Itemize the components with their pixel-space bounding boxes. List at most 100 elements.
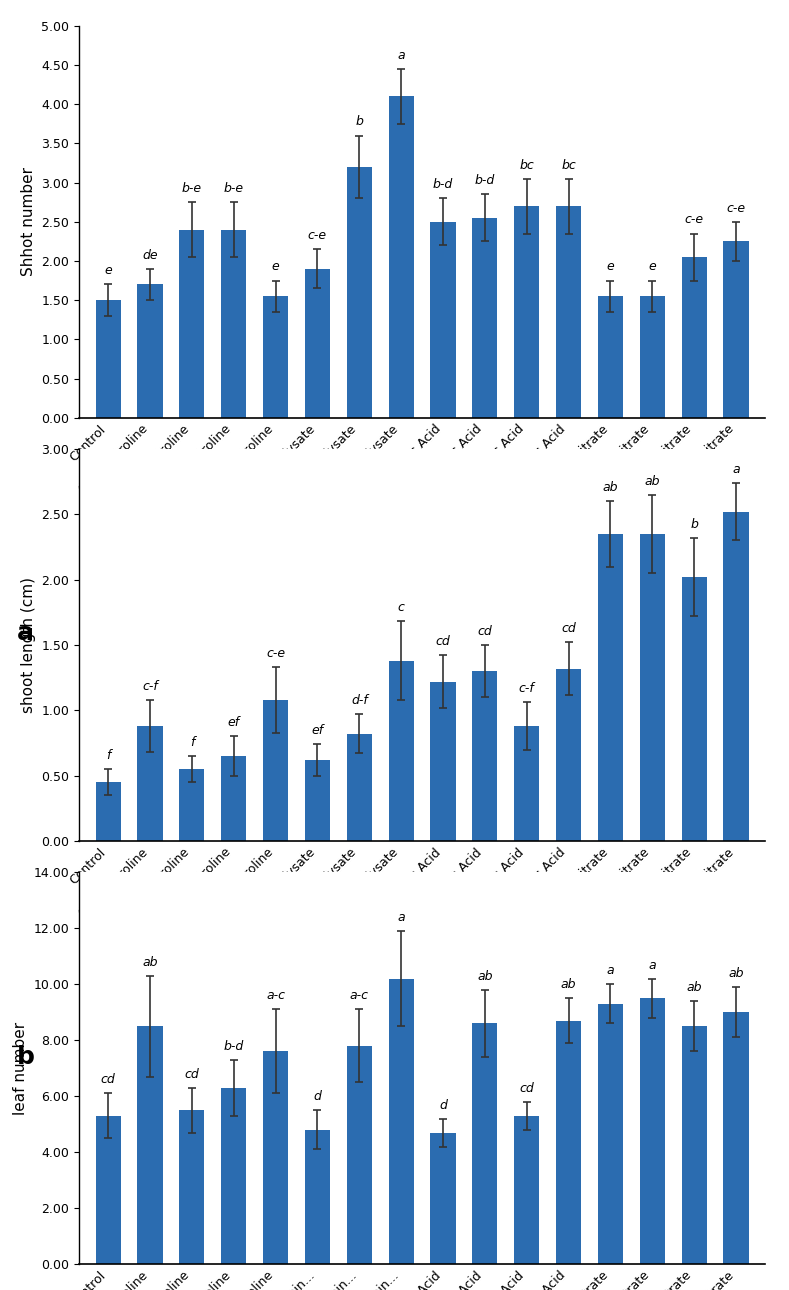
- Text: f: f: [106, 749, 110, 762]
- Text: ab: ab: [645, 475, 660, 488]
- Text: de: de: [142, 249, 158, 262]
- Bar: [682, 577, 707, 841]
- Text: ab: ab: [561, 978, 576, 991]
- Text: cd: cd: [101, 1073, 115, 1086]
- Text: c-f: c-f: [519, 682, 535, 695]
- Text: ef: ef: [228, 716, 240, 729]
- Text: a: a: [649, 958, 656, 971]
- Text: e: e: [649, 261, 656, 273]
- Text: b-d: b-d: [223, 1040, 244, 1053]
- Text: ab: ab: [728, 968, 744, 980]
- Text: b: b: [690, 517, 698, 530]
- Text: f: f: [189, 737, 194, 749]
- Bar: [263, 297, 288, 418]
- Bar: [682, 257, 707, 418]
- Bar: [305, 760, 330, 841]
- Bar: [137, 726, 163, 841]
- Bar: [305, 1130, 330, 1264]
- Bar: [389, 979, 413, 1264]
- Text: ab: ab: [686, 980, 702, 995]
- Text: e: e: [607, 261, 615, 273]
- Bar: [179, 1111, 204, 1264]
- Bar: [263, 1051, 288, 1264]
- Y-axis label: leaf number: leaf number: [13, 1022, 28, 1115]
- Text: bc: bc: [519, 159, 534, 172]
- Bar: [221, 230, 246, 418]
- Bar: [305, 268, 330, 418]
- Text: bc: bc: [561, 159, 576, 172]
- Bar: [724, 1013, 749, 1264]
- Bar: [556, 668, 581, 841]
- Bar: [95, 782, 121, 841]
- Text: ab: ab: [477, 970, 492, 983]
- Text: c-e: c-e: [727, 201, 746, 214]
- Bar: [473, 218, 497, 418]
- Bar: [514, 206, 540, 418]
- Text: cd: cd: [561, 622, 576, 636]
- Bar: [431, 222, 455, 418]
- Text: b-d: b-d: [433, 178, 453, 191]
- Bar: [431, 1133, 455, 1264]
- Text: b-e: b-e: [224, 182, 244, 195]
- Text: cd: cd: [477, 624, 492, 639]
- Text: d: d: [313, 1090, 321, 1103]
- Text: cd: cd: [436, 636, 451, 649]
- Text: e: e: [104, 264, 112, 277]
- Text: c-e: c-e: [685, 213, 704, 227]
- Bar: [514, 1116, 540, 1264]
- Bar: [389, 660, 413, 841]
- Bar: [640, 534, 665, 841]
- Bar: [556, 206, 581, 418]
- Text: a: a: [17, 622, 34, 645]
- Text: c: c: [398, 601, 405, 614]
- Bar: [347, 166, 372, 418]
- Bar: [724, 241, 749, 418]
- Bar: [221, 756, 246, 841]
- Text: e: e: [271, 261, 279, 273]
- Bar: [640, 297, 665, 418]
- Bar: [347, 734, 372, 841]
- Bar: [221, 1087, 246, 1264]
- X-axis label: culture media combinations: culture media combinations: [315, 987, 529, 1002]
- Text: b-d: b-d: [475, 174, 495, 187]
- Text: d-f: d-f: [351, 694, 368, 707]
- Text: cd: cd: [185, 1068, 200, 1081]
- Text: b-e: b-e: [181, 182, 202, 195]
- X-axis label: culture media combinations: culture media combinations: [315, 564, 529, 579]
- Bar: [682, 1027, 707, 1264]
- Text: ef: ef: [312, 724, 323, 737]
- Text: ab: ab: [603, 481, 619, 494]
- Text: d: d: [439, 1099, 447, 1112]
- Y-axis label: shoot length (cm): shoot length (cm): [21, 577, 36, 713]
- Bar: [179, 230, 204, 418]
- Bar: [95, 1116, 121, 1264]
- Bar: [556, 1020, 581, 1264]
- Bar: [179, 769, 204, 841]
- Text: b: b: [17, 1045, 35, 1068]
- Y-axis label: Shhot number: Shhot number: [21, 168, 36, 276]
- Text: a-c: a-c: [350, 989, 368, 1002]
- Bar: [598, 534, 623, 841]
- Bar: [724, 512, 749, 841]
- Bar: [598, 1004, 623, 1264]
- Bar: [137, 1027, 163, 1264]
- Text: c-e: c-e: [266, 648, 285, 660]
- Text: a: a: [732, 463, 740, 476]
- Bar: [431, 681, 455, 841]
- Bar: [389, 97, 413, 418]
- Bar: [137, 285, 163, 418]
- Text: c-f: c-f: [142, 680, 158, 693]
- Bar: [347, 1046, 372, 1264]
- Text: a: a: [607, 964, 615, 978]
- Text: b: b: [355, 116, 363, 129]
- Bar: [598, 297, 623, 418]
- Text: c-e: c-e: [308, 230, 327, 243]
- Text: a-c: a-c: [266, 989, 285, 1002]
- Text: ab: ab: [142, 956, 158, 969]
- Text: cd: cd: [519, 1082, 534, 1095]
- Bar: [473, 671, 497, 841]
- Bar: [263, 700, 288, 841]
- Text: a: a: [398, 911, 405, 924]
- Text: a: a: [398, 49, 405, 62]
- Bar: [514, 726, 540, 841]
